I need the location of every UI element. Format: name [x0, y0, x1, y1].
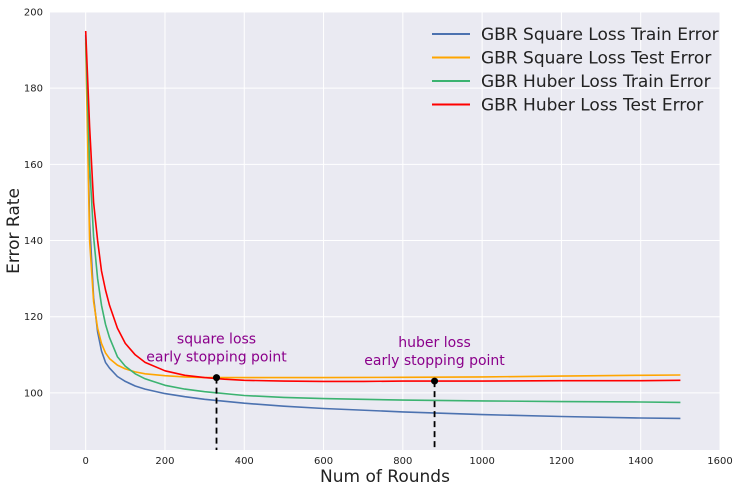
annotation-text-line1: square loss	[177, 332, 256, 348]
x-tick-label: 1400	[628, 456, 653, 467]
x-tick-label: 1000	[469, 456, 494, 467]
legend: GBR Square Loss Train Error GBR Square Lo…	[432, 25, 719, 116]
x-tick-label: 400	[235, 456, 254, 467]
y-tick-label: 200	[24, 8, 43, 19]
early-stop-marker	[213, 374, 221, 382]
series-line-1	[84, 34, 681, 420]
x-tick-labels: 0 200 400 600 800 1000 1200 1400 1600	[82, 456, 732, 467]
grid	[50, 11, 721, 450]
annotations: square loss early stopping point huber los…	[146, 332, 505, 450]
legend-label-1: GBR Square Loss Train Error	[481, 25, 719, 45]
series-line-2	[84, 42, 681, 379]
y-tick-label: 160	[24, 160, 43, 171]
x-tick-label: 0	[82, 456, 88, 467]
series-line-3	[84, 38, 681, 404]
y-tick-label: 140	[24, 236, 43, 247]
y-tick-label: 120	[24, 312, 43, 323]
y-tick-labels: 100 120 140 160 180 200	[24, 8, 43, 400]
x-tick-label: 800	[393, 456, 412, 467]
x-tick-label: 600	[314, 456, 333, 467]
annotation-text-line1: huber loss	[398, 335, 471, 351]
y-axis-title: Error Rate	[4, 188, 24, 274]
legend-label-3: GBR Huber Loss Train Error	[481, 72, 711, 92]
x-axis-title: Num of Rounds	[320, 467, 450, 487]
y-tick-label: 180	[24, 84, 43, 95]
legend-label-2: GBR Square Loss Test Error	[481, 49, 711, 69]
x-tick-label: 1600	[707, 456, 732, 467]
x-tick-label: 200	[155, 456, 174, 467]
y-tick-label: 100	[24, 388, 43, 399]
annotation-text-line2: early stopping point	[364, 353, 505, 369]
x-tick-label: 1200	[549, 456, 574, 467]
annotation-text-line2: early stopping point	[146, 350, 287, 366]
early-stop-marker	[431, 377, 439, 385]
legend-label-4: GBR Huber Loss Test Error	[481, 96, 703, 116]
